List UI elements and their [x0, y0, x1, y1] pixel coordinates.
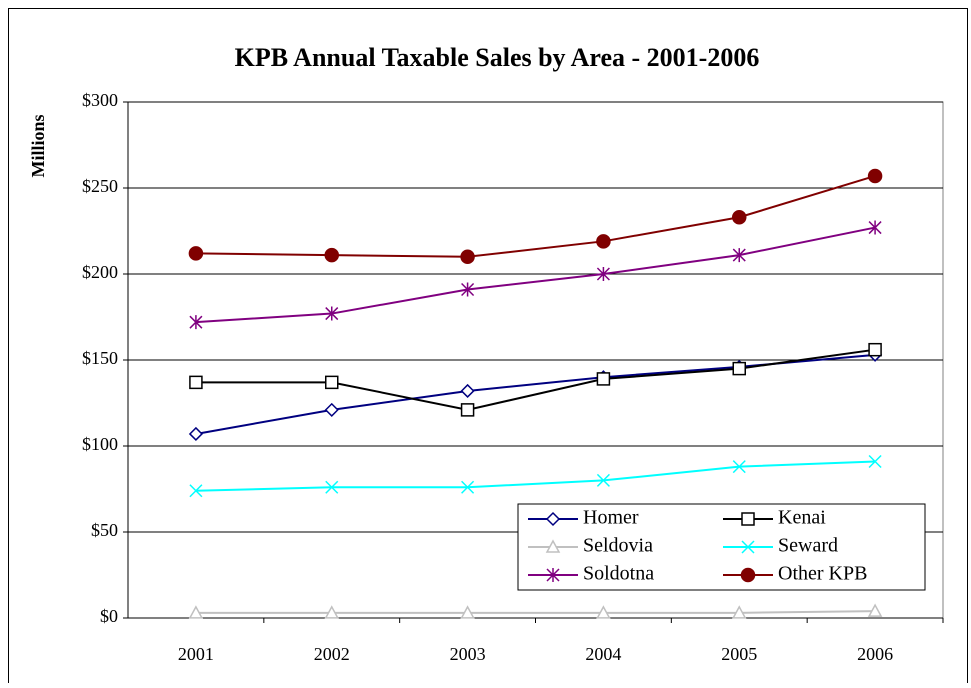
- data-point: [188, 605, 204, 619]
- x-tick-label: 2005: [721, 644, 757, 664]
- data-point: [324, 605, 340, 619]
- legend-marker: [741, 512, 755, 526]
- data-point: [324, 402, 339, 417]
- data-point: [460, 249, 475, 265]
- data-point: [461, 282, 475, 297]
- y-tick-label: $200: [82, 262, 118, 282]
- x-tick-label: 2006: [857, 644, 893, 664]
- data-point: [189, 375, 203, 390]
- data-point: [325, 375, 339, 390]
- data-point: [732, 248, 746, 263]
- series-line: [195, 226, 876, 324]
- legend-label: Homer: [583, 507, 639, 529]
- legend-label: Seldovia: [583, 535, 653, 557]
- data-point: [867, 603, 883, 617]
- series-line: [195, 610, 876, 614]
- y-tick-label: $0: [100, 606, 118, 626]
- data-point: [460, 383, 475, 399]
- data-point: [868, 342, 882, 357]
- data-point: [461, 480, 475, 494]
- chart-title: KPB Annual Taxable Sales by Area - 2001-…: [235, 43, 760, 72]
- data-point: [596, 372, 611, 386]
- data-point: [189, 484, 203, 498]
- data-point: [188, 426, 203, 442]
- y-tick-label: $50: [91, 520, 118, 540]
- data-point: [868, 220, 882, 235]
- data-point: [596, 234, 611, 249]
- data-point: [324, 247, 339, 263]
- y-tick-label: $300: [82, 90, 118, 110]
- legend-marker: [741, 540, 755, 554]
- series-line: [195, 348, 876, 411]
- series-line: [195, 175, 876, 258]
- legend-marker: [740, 567, 756, 583]
- x-tick-label: 2003: [450, 644, 486, 664]
- y-tick-label: $250: [82, 176, 118, 196]
- data-point: [460, 605, 475, 619]
- data-point: [596, 473, 610, 487]
- data-point: [596, 267, 610, 281]
- series-line: [195, 460, 876, 492]
- data-point: [732, 460, 746, 474]
- data-point: [325, 480, 339, 494]
- data-point: [868, 454, 882, 469]
- y-tick-label: $150: [82, 348, 118, 368]
- legend-label: Other KPB: [778, 563, 867, 585]
- x-tick-label: 2004: [585, 644, 621, 664]
- data-point: [596, 605, 611, 619]
- data-point: [732, 361, 746, 376]
- y-tick-label: $100: [82, 434, 118, 454]
- legend-box: [517, 503, 926, 591]
- legend-marker: [545, 511, 561, 527]
- legend-marker: [545, 539, 561, 553]
- x-tick-label: 2002: [314, 644, 350, 664]
- data-point: [460, 403, 475, 417]
- data-point: [325, 306, 339, 321]
- data-point: [867, 168, 883, 184]
- legend-marker: [546, 568, 560, 582]
- legend-label: Seward: [778, 535, 838, 557]
- data-point: [189, 315, 203, 330]
- legend-label: Kenai: [778, 507, 826, 529]
- legend-label: Soldotna: [583, 563, 654, 585]
- data-point: [188, 246, 204, 261]
- data-point: [731, 605, 747, 619]
- data-point: [732, 209, 747, 225]
- y-axis-label: Millions: [28, 114, 48, 177]
- x-tick-label: 2001: [178, 644, 214, 664]
